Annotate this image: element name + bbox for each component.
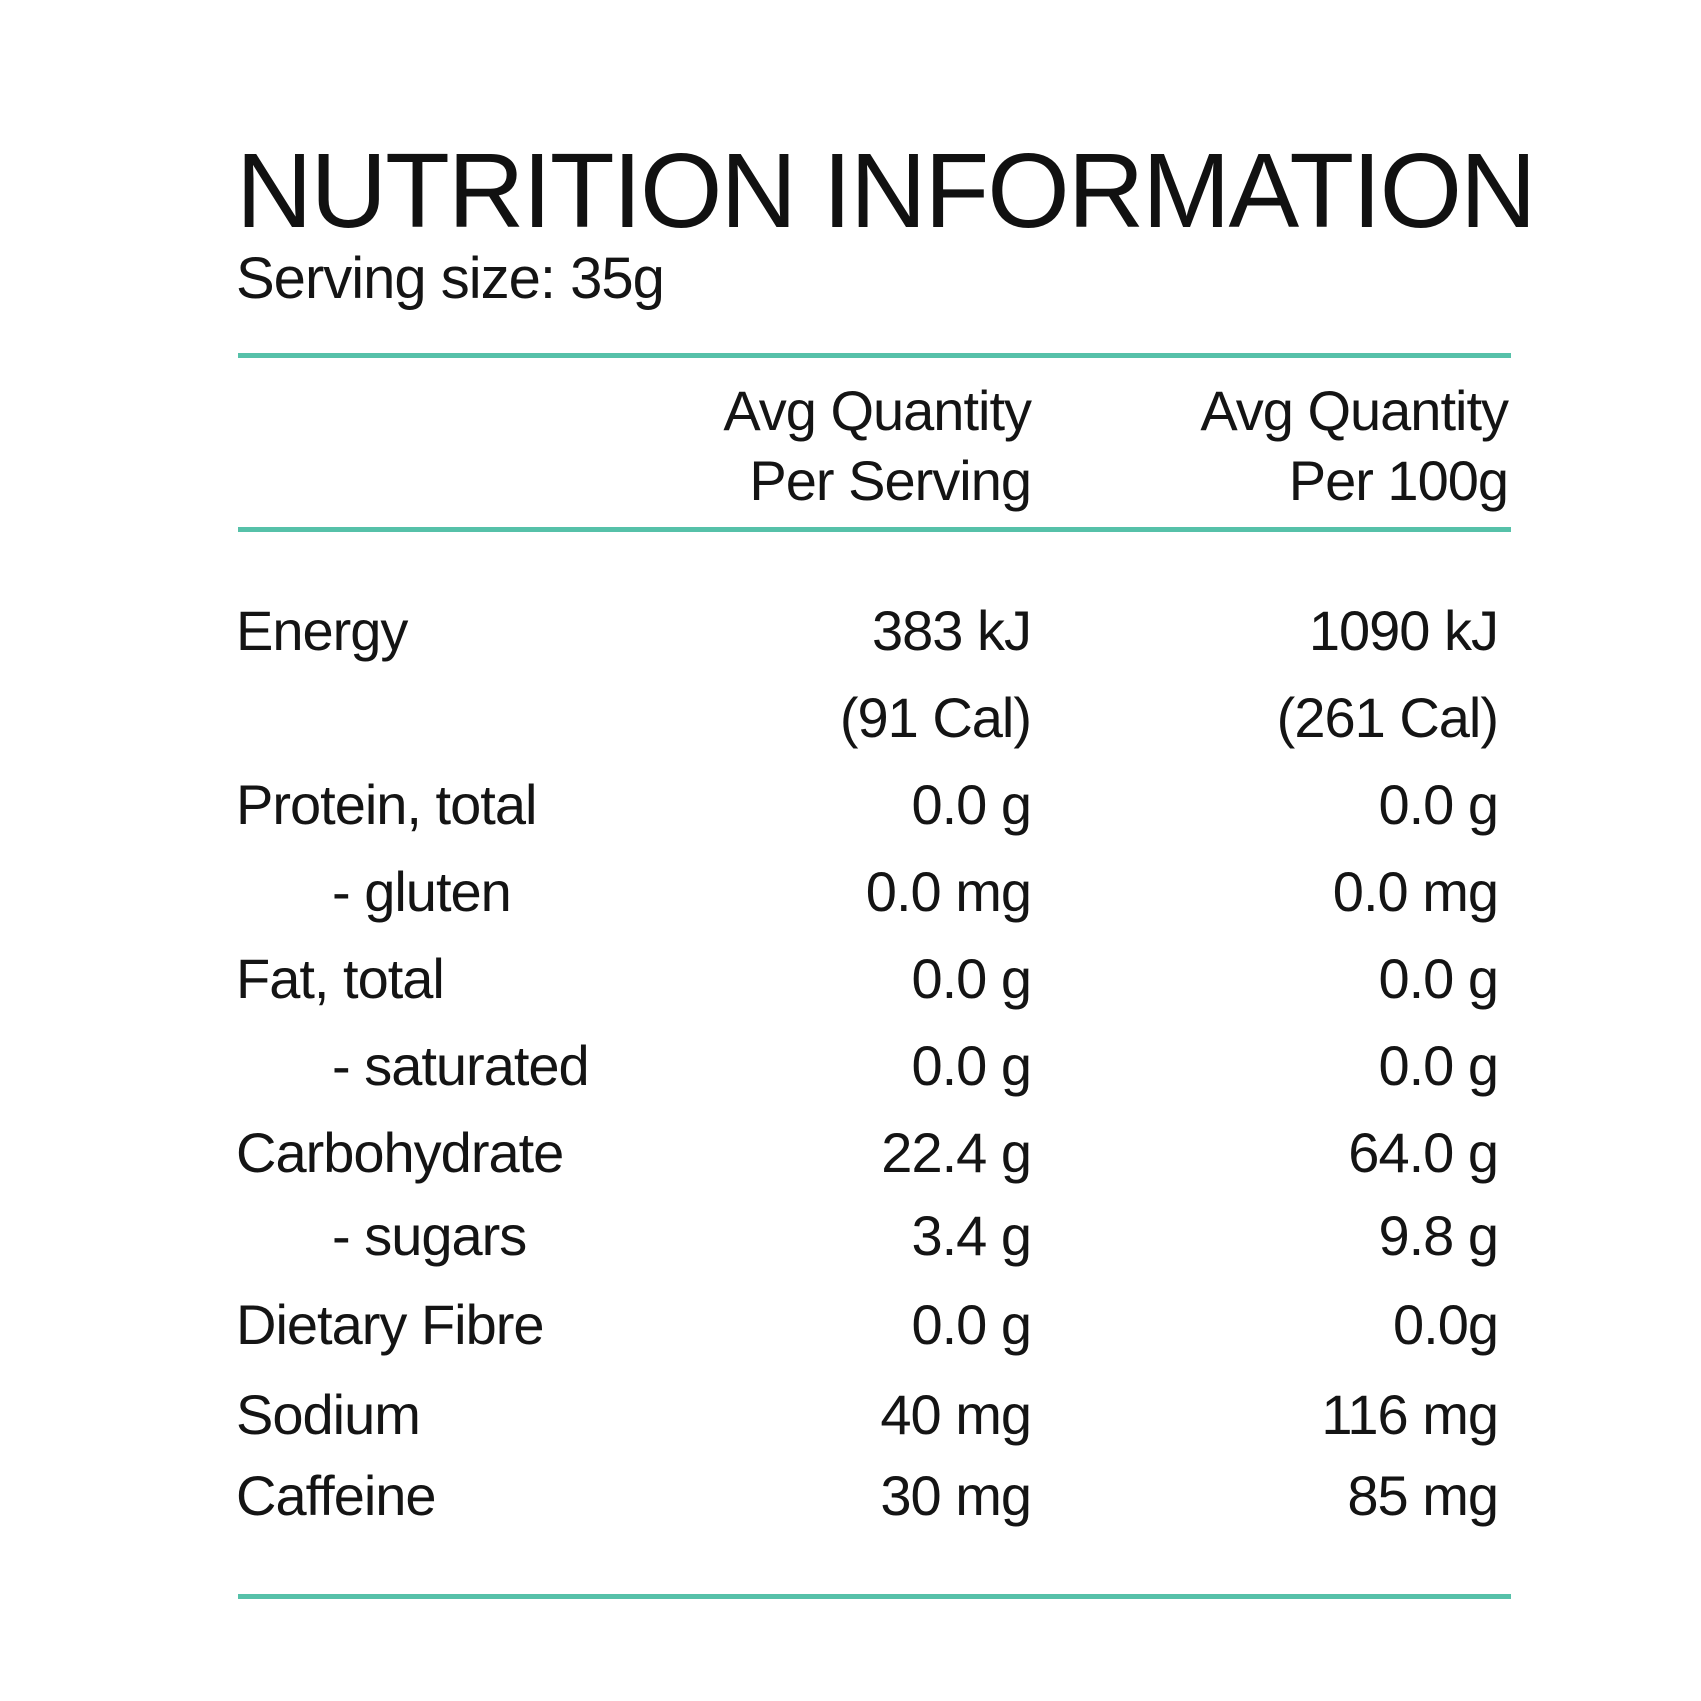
nutrient-name: Energy	[236, 599, 408, 662]
table-row: - gluten 0.0 mg 0.0 mg	[0, 864, 1701, 944]
column-header-per-100g-line1: Avg Quantity	[1200, 379, 1509, 442]
value-per-100g: 0.0 g	[1378, 773, 1499, 836]
nutrient-name: Protein, total	[236, 773, 537, 836]
table-row: - sugars 3.4 g 9.8 g	[0, 1208, 1701, 1288]
serving-size: Serving size: 35g	[236, 246, 665, 311]
table-row: - saturated 0.0 g 0.0 g	[0, 1038, 1701, 1118]
column-header-per-serving-line1: Avg Quantity	[723, 379, 1032, 442]
nutrient-name: Fat, total	[236, 947, 445, 1010]
header-rule	[238, 527, 1511, 532]
column-header-per-serving-line2: Per Serving	[749, 449, 1032, 512]
value-per-100g: 85 mg	[1347, 1464, 1499, 1527]
value-per-serving: 383 kJ	[872, 599, 1032, 662]
top-rule	[238, 353, 1511, 358]
column-header-per-serving: Avg Quantity Per Serving	[723, 376, 1032, 516]
value-per-serving: 0.0 g	[911, 1293, 1032, 1356]
table-row: (91 Cal) (261 Cal)	[0, 690, 1701, 770]
table-row: Dietary Fibre 0.0 g 0.0g	[0, 1297, 1701, 1377]
value-per-serving: 0.0 mg	[865, 860, 1032, 923]
nutrient-name: Sodium	[236, 1383, 421, 1446]
bottom-rule	[238, 1594, 1511, 1599]
table-row: Sodium 40 mg 116 mg	[0, 1387, 1701, 1467]
value-per-100g: 0.0 mg	[1332, 860, 1499, 923]
table-row: Caffeine 30 mg 85 mg	[0, 1468, 1701, 1548]
value-per-100g: (261 Cal)	[1276, 686, 1499, 749]
nutrient-name: - sugars	[332, 1204, 527, 1267]
nutrient-name: - saturated	[332, 1034, 590, 1097]
value-per-serving: 30 mg	[880, 1464, 1032, 1527]
value-per-serving: 0.0 g	[911, 773, 1032, 836]
column-header-per-100g: Avg Quantity Per 100g	[1200, 376, 1509, 516]
table-row: Carbohydrate 22.4 g 64.0 g	[0, 1125, 1701, 1205]
value-per-serving: 0.0 g	[911, 947, 1032, 1010]
value-per-100g: 0.0 g	[1378, 947, 1499, 1010]
value-per-100g: 116 mg	[1321, 1383, 1499, 1446]
value-per-serving: (91 Cal)	[839, 686, 1032, 749]
value-per-serving: 22.4 g	[881, 1121, 1032, 1184]
nutrition-title: NUTRITION INFORMATION	[236, 132, 1537, 250]
nutrient-name: Caffeine	[236, 1464, 437, 1527]
nutrient-name: Dietary Fibre	[236, 1293, 545, 1356]
value-per-100g: 0.0 g	[1378, 1034, 1499, 1097]
value-per-100g: 1090 kJ	[1308, 599, 1499, 662]
table-row: Protein, total 0.0 g 0.0 g	[0, 777, 1701, 857]
value-per-100g: 9.8 g	[1378, 1204, 1499, 1267]
value-per-100g: 0.0g	[1393, 1293, 1499, 1356]
value-per-serving: 0.0 g	[911, 1034, 1032, 1097]
nutrient-name: - gluten	[332, 860, 512, 923]
column-header-per-100g-line2: Per 100g	[1288, 449, 1509, 512]
value-per-serving: 40 mg	[880, 1383, 1032, 1446]
value-per-serving: 3.4 g	[911, 1204, 1032, 1267]
nutrient-name: Carbohydrate	[236, 1121, 564, 1184]
value-per-100g: 64.0 g	[1348, 1121, 1499, 1184]
table-row: Energy 383 kJ 1090 kJ	[0, 603, 1701, 683]
table-row: Fat, total 0.0 g 0.0 g	[0, 951, 1701, 1031]
